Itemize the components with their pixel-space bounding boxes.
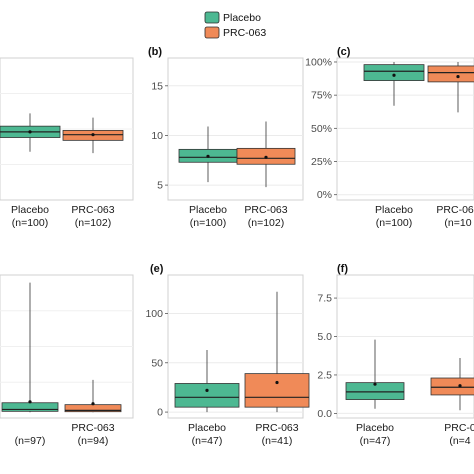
- box-prc063: [244, 291, 310, 413]
- panel-2: 5 10 15 Placebo(n=100) PRC-063(n=102) (b): [148, 46, 304, 229]
- x-category-n: (n=4: [449, 435, 470, 447]
- y-tick-label: 5.0: [317, 331, 332, 343]
- plot-area: [167, 57, 304, 201]
- y-tick-label: 5: [157, 180, 163, 192]
- x-category-label: PRC-0: [444, 422, 474, 434]
- x-category-label: PRC-063: [255, 422, 298, 434]
- mean-point: [91, 133, 95, 137]
- y-tick-label: 15: [151, 80, 163, 92]
- y-tick-label: 0: [157, 407, 163, 419]
- mean-point: [28, 130, 32, 134]
- x-category-n: (n=100): [190, 217, 226, 229]
- mean-point: [91, 402, 95, 406]
- x-category-label: Placebo: [356, 422, 394, 434]
- panel-label: (e): [150, 263, 164, 275]
- legend-label-placebo: Placebo: [223, 12, 261, 24]
- x-category-label: Placebo: [375, 204, 413, 216]
- iqr-box: [427, 65, 474, 83]
- x-category-label: PRC-063: [244, 204, 287, 216]
- box-placebo: [174, 349, 240, 413]
- x-category-n: (n=47): [360, 435, 391, 447]
- panel-label: (c): [337, 46, 351, 58]
- box-placebo: [1, 282, 59, 413]
- x-category-n: (n=102): [75, 217, 111, 229]
- mean-point: [373, 382, 377, 386]
- box-prc063: [64, 379, 122, 413]
- panel-6: 0.0 2.5 5.0 7.5 Placebo(n=47) PRC-0(n=4 (f): [317, 263, 474, 447]
- y-tick-label: 0%: [317, 189, 332, 201]
- y-tick-label: 7.5: [317, 293, 332, 305]
- panel-5: 0 50 100 Placebo(n=47) PRC-063(n=41) (e): [145, 263, 310, 447]
- x-category-n: (n=10: [444, 217, 471, 229]
- x-category-n: (n=94): [78, 435, 109, 447]
- panel-label: (f): [337, 263, 348, 275]
- iqr-box: [174, 383, 240, 408]
- legend-swatch-prc063: [204, 26, 220, 39]
- box-prc063: [62, 117, 124, 154]
- box-placebo: [363, 61, 425, 106]
- iqr-box: [244, 373, 310, 408]
- legend-swatch-placebo: [204, 11, 220, 24]
- y-tick-label: 25%: [311, 156, 332, 168]
- mean-point: [206, 154, 210, 158]
- y-tick-label: 50%: [311, 123, 332, 135]
- mean-point: [205, 388, 209, 392]
- box-prc063: [430, 358, 474, 411]
- iqr-box: [430, 377, 474, 396]
- iqr-box: [1, 402, 59, 412]
- x-category-label: PRC-063: [71, 422, 114, 434]
- box-prc063: [236, 121, 296, 188]
- mean-point: [264, 155, 268, 159]
- box-placebo: [345, 339, 405, 409]
- y-tick-label: 75%: [311, 90, 332, 102]
- y-tick-label: 0.0: [317, 408, 332, 420]
- mean-point: [456, 74, 460, 79]
- iqr-box: [363, 64, 425, 81]
- x-category-n: (n=47): [192, 435, 223, 447]
- y-tick-label: 10: [151, 130, 163, 142]
- x-category-label: PRC-063: [71, 204, 114, 216]
- y-tick-label: 100%: [305, 56, 332, 68]
- panel-1: Placebo(n=100) PRC-063(n=102): [0, 57, 134, 229]
- x-category-n: (n=100): [376, 217, 412, 229]
- x-category-label: Placebo: [11, 204, 49, 216]
- x-category-n: (n=102): [248, 217, 284, 229]
- panel-4: (n=97) PRC-063(n=94): [0, 274, 134, 447]
- y-tick-label: 100: [145, 308, 163, 320]
- panel-3: 0% 25% 50% 75% 100% Placebo(n=100) PRC-063(n=1…: [305, 46, 474, 229]
- mean-point: [458, 384, 462, 388]
- panel-label: (b): [148, 46, 162, 58]
- x-category-n: (n=100): [12, 217, 48, 229]
- box-prc063: [427, 61, 474, 113]
- mean-point: [275, 380, 279, 385]
- x-category-n: (n=97): [15, 435, 46, 447]
- x-category-n: (n=41): [262, 435, 293, 447]
- legend-label-prc063: PRC-063: [223, 27, 266, 39]
- mean-point: [28, 400, 32, 404]
- y-tick-label: 50: [151, 357, 163, 369]
- mean-point: [392, 73, 396, 77]
- box-placebo: [0, 113, 61, 152]
- x-category-label: Placebo: [188, 422, 226, 434]
- y-tick-label: 2.5: [317, 369, 332, 381]
- panels-group: Placebo(n=100)PRC-063(n=102)51015Placebo…: [0, 46, 474, 447]
- legend: Placebo PRC-063: [204, 11, 266, 39]
- x-category-label: Placebo: [189, 204, 227, 216]
- x-category-label: PRC-063: [436, 204, 474, 216]
